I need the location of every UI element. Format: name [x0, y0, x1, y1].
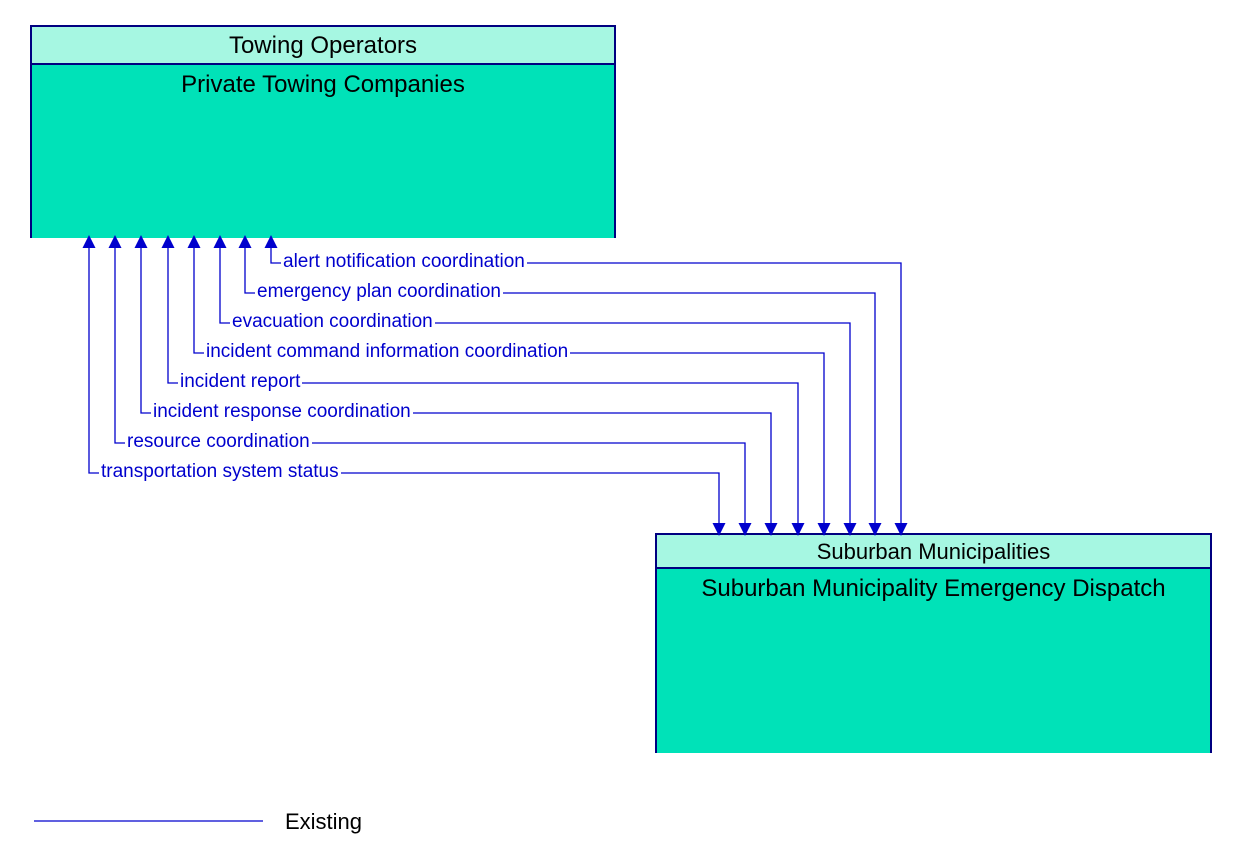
box-bottom-body-text: Suburban Municipality Emergency Dispatch — [701, 575, 1165, 602]
flow-label: incident report — [180, 371, 300, 393]
flow-label: incident command information coordinatio… — [206, 341, 568, 363]
flow-label: resource coordination — [127, 431, 310, 453]
box-bottom-header-text: Suburban Municipalities — [817, 539, 1051, 564]
legend-label: Existing — [285, 809, 362, 835]
flow-label: transportation system status — [101, 461, 339, 483]
box-top-header: Towing Operators — [32, 27, 614, 65]
box-towing-operators: Towing Operators Private Towing Companie… — [30, 25, 616, 238]
legend-label-text: Existing — [285, 809, 362, 834]
box-top-body-text: Private Towing Companies — [181, 71, 465, 98]
box-bottom-body: Suburban Municipality Emergency Dispatch — [657, 569, 1210, 753]
flow-label: evacuation coordination — [232, 311, 433, 333]
box-top-body: Private Towing Companies — [32, 65, 614, 238]
box-top-header-text: Towing Operators — [229, 32, 417, 59]
flow-label: alert notification coordination — [283, 251, 525, 273]
box-suburban-municipalities: Suburban Municipalities Suburban Municip… — [655, 533, 1212, 753]
box-bottom-header: Suburban Municipalities — [657, 535, 1210, 569]
flow-label: emergency plan coordination — [257, 281, 501, 303]
flow-label: incident response coordination — [153, 401, 411, 423]
